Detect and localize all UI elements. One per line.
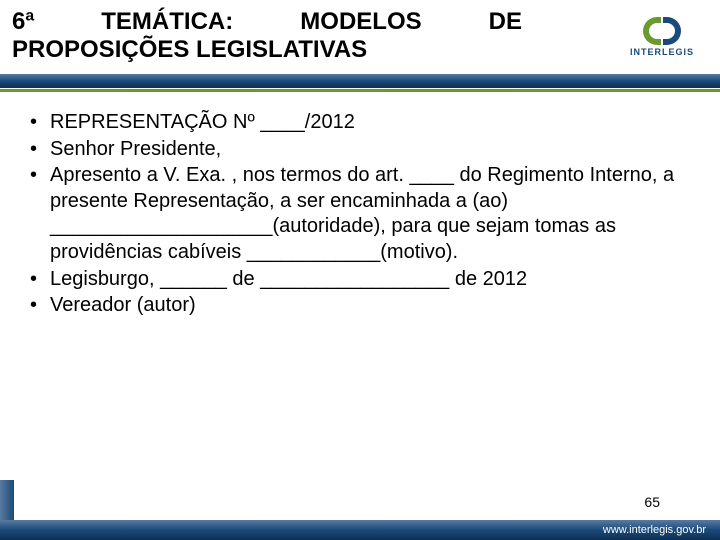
title-de: DE <box>489 8 522 36</box>
footer-bar: www.interlegis.gov.br <box>0 520 720 540</box>
title-line-1: 6ª TEMÁTICA: MODELOS DE <box>12 8 522 36</box>
logo-arc-green <box>643 17 661 45</box>
page-number: 65 <box>644 494 660 510</box>
list-item: Vereador (autor) <box>24 293 696 319</box>
bullet-list: REPRESENTAÇÃO Nº ____/2012 Senhor Presid… <box>24 110 696 319</box>
logo-text: INTERLEGIS <box>630 47 694 57</box>
logo-arcs <box>643 17 681 45</box>
list-item: REPRESENTAÇÃO Nº ____/2012 <box>24 110 696 136</box>
slide-content: REPRESENTAÇÃO Nº ____/2012 Senhor Presid… <box>0 92 720 319</box>
title-6a: 6ª <box>12 8 34 36</box>
interlegis-logo: INTERLEGIS <box>616 6 708 68</box>
title-tematica: TEMÁTICA: <box>101 8 233 36</box>
slide-header: 6ª TEMÁTICA: MODELOS DE PROPOSIÇÕES LEGI… <box>0 0 720 68</box>
title-area: 6ª TEMÁTICA: MODELOS DE PROPOSIÇÕES LEGI… <box>12 8 608 64</box>
list-item: Apresento a V. Exa. , nos termos do art.… <box>24 163 696 265</box>
list-item: Legisburgo, ______ de _________________ … <box>24 267 696 293</box>
list-item: Senhor Presidente, <box>24 137 696 163</box>
header-blue-bar <box>0 74 720 88</box>
footer-url: www.interlegis.gov.br <box>603 524 706 536</box>
logo-arc-blue <box>663 17 681 45</box>
title-modelos: MODELOS <box>300 8 421 36</box>
title-line-2: PROPOSIÇÕES LEGISLATIVAS <box>12 36 608 64</box>
